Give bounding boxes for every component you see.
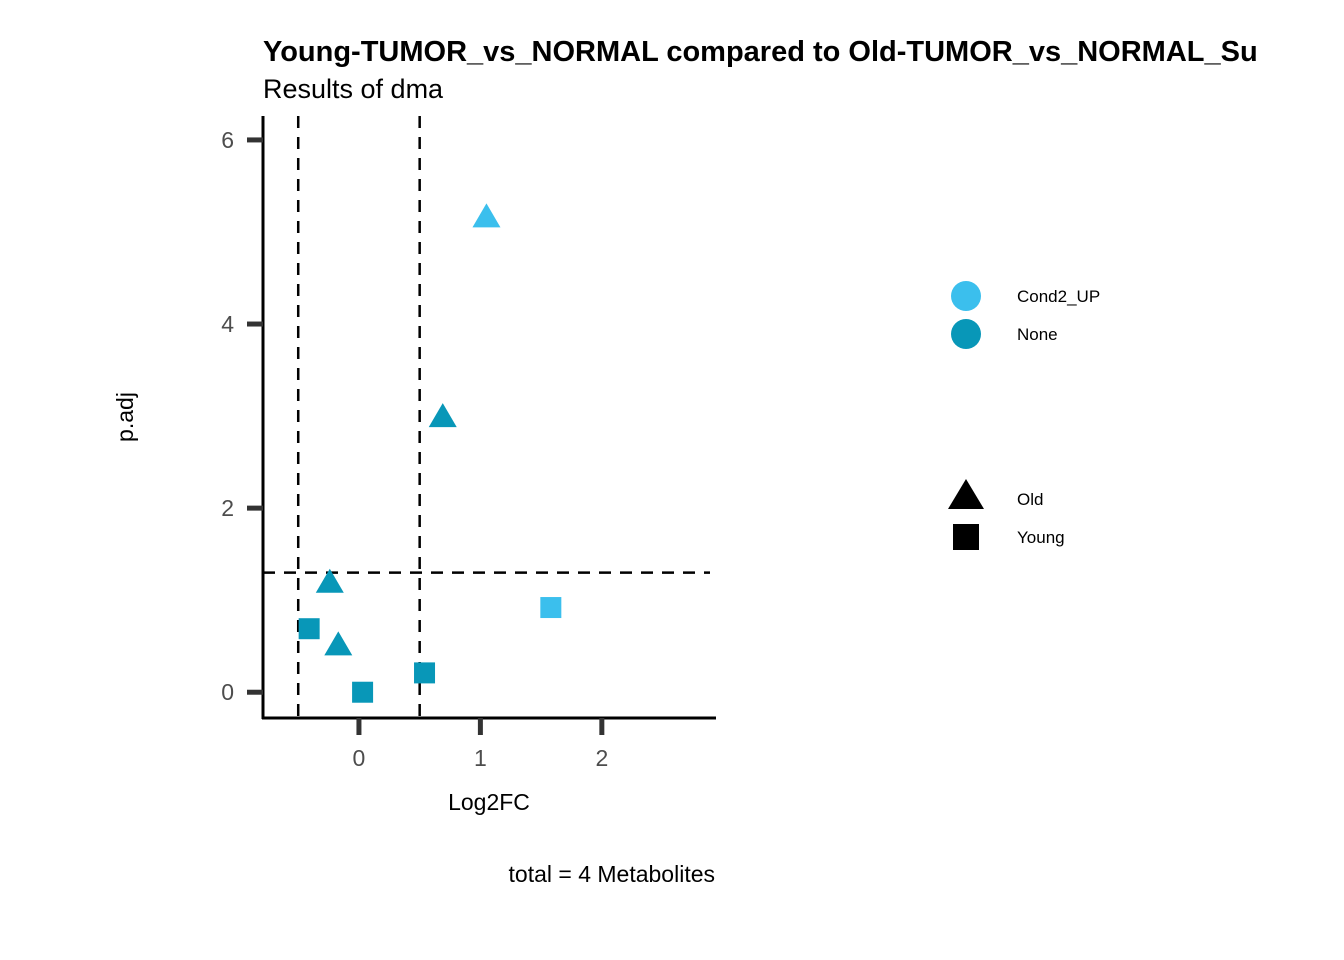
x-axis-title: Log2FC <box>448 789 530 815</box>
data-point-square <box>540 597 562 619</box>
y-axis-ticks: 0 2 4 6 <box>221 127 263 705</box>
y-tick-label: 6 <box>221 127 234 153</box>
legend-label-young: Young <box>1017 528 1065 547</box>
data-point-triangle <box>428 403 457 428</box>
x-axis-ticks: 0 1 2 <box>353 718 608 771</box>
y-tick-label: 4 <box>221 311 234 337</box>
x-tick-label: 1 <box>474 745 487 771</box>
reference-lines <box>263 116 710 718</box>
x-tick-label: 0 <box>353 745 366 771</box>
legend-key-young-square-icon <box>953 524 979 550</box>
data-points <box>298 203 562 703</box>
shape-legend: Old Young <box>948 479 1065 550</box>
data-point-triangle <box>324 631 353 656</box>
data-point-square <box>352 681 374 703</box>
legend-key-none <box>951 319 981 349</box>
y-axis-title: p.adj <box>112 392 138 442</box>
legend-key-cond2-up <box>951 281 981 311</box>
legend-label-cond2-up: Cond2_UP <box>1017 287 1100 306</box>
chart-caption: total = 4 Metabolites <box>509 861 715 887</box>
y-tick-label: 2 <box>221 495 234 521</box>
y-tick-label: 0 <box>221 679 234 705</box>
legend-label-none: None <box>1017 325 1058 344</box>
data-point-square <box>298 618 320 640</box>
data-point-triangle <box>315 568 344 593</box>
color-legend: Cond2_UP None <box>951 281 1100 349</box>
data-point-square <box>414 662 436 684</box>
data-point-triangle <box>472 203 501 228</box>
legend-label-old: Old <box>1017 490 1043 509</box>
chart-subtitle: Results of dma <box>263 74 444 104</box>
x-tick-label: 2 <box>595 745 608 771</box>
chart-title: Young-TUMOR_vs_NORMAL compared to Old-TU… <box>263 36 1258 68</box>
legend-key-old-triangle-icon <box>948 479 984 509</box>
